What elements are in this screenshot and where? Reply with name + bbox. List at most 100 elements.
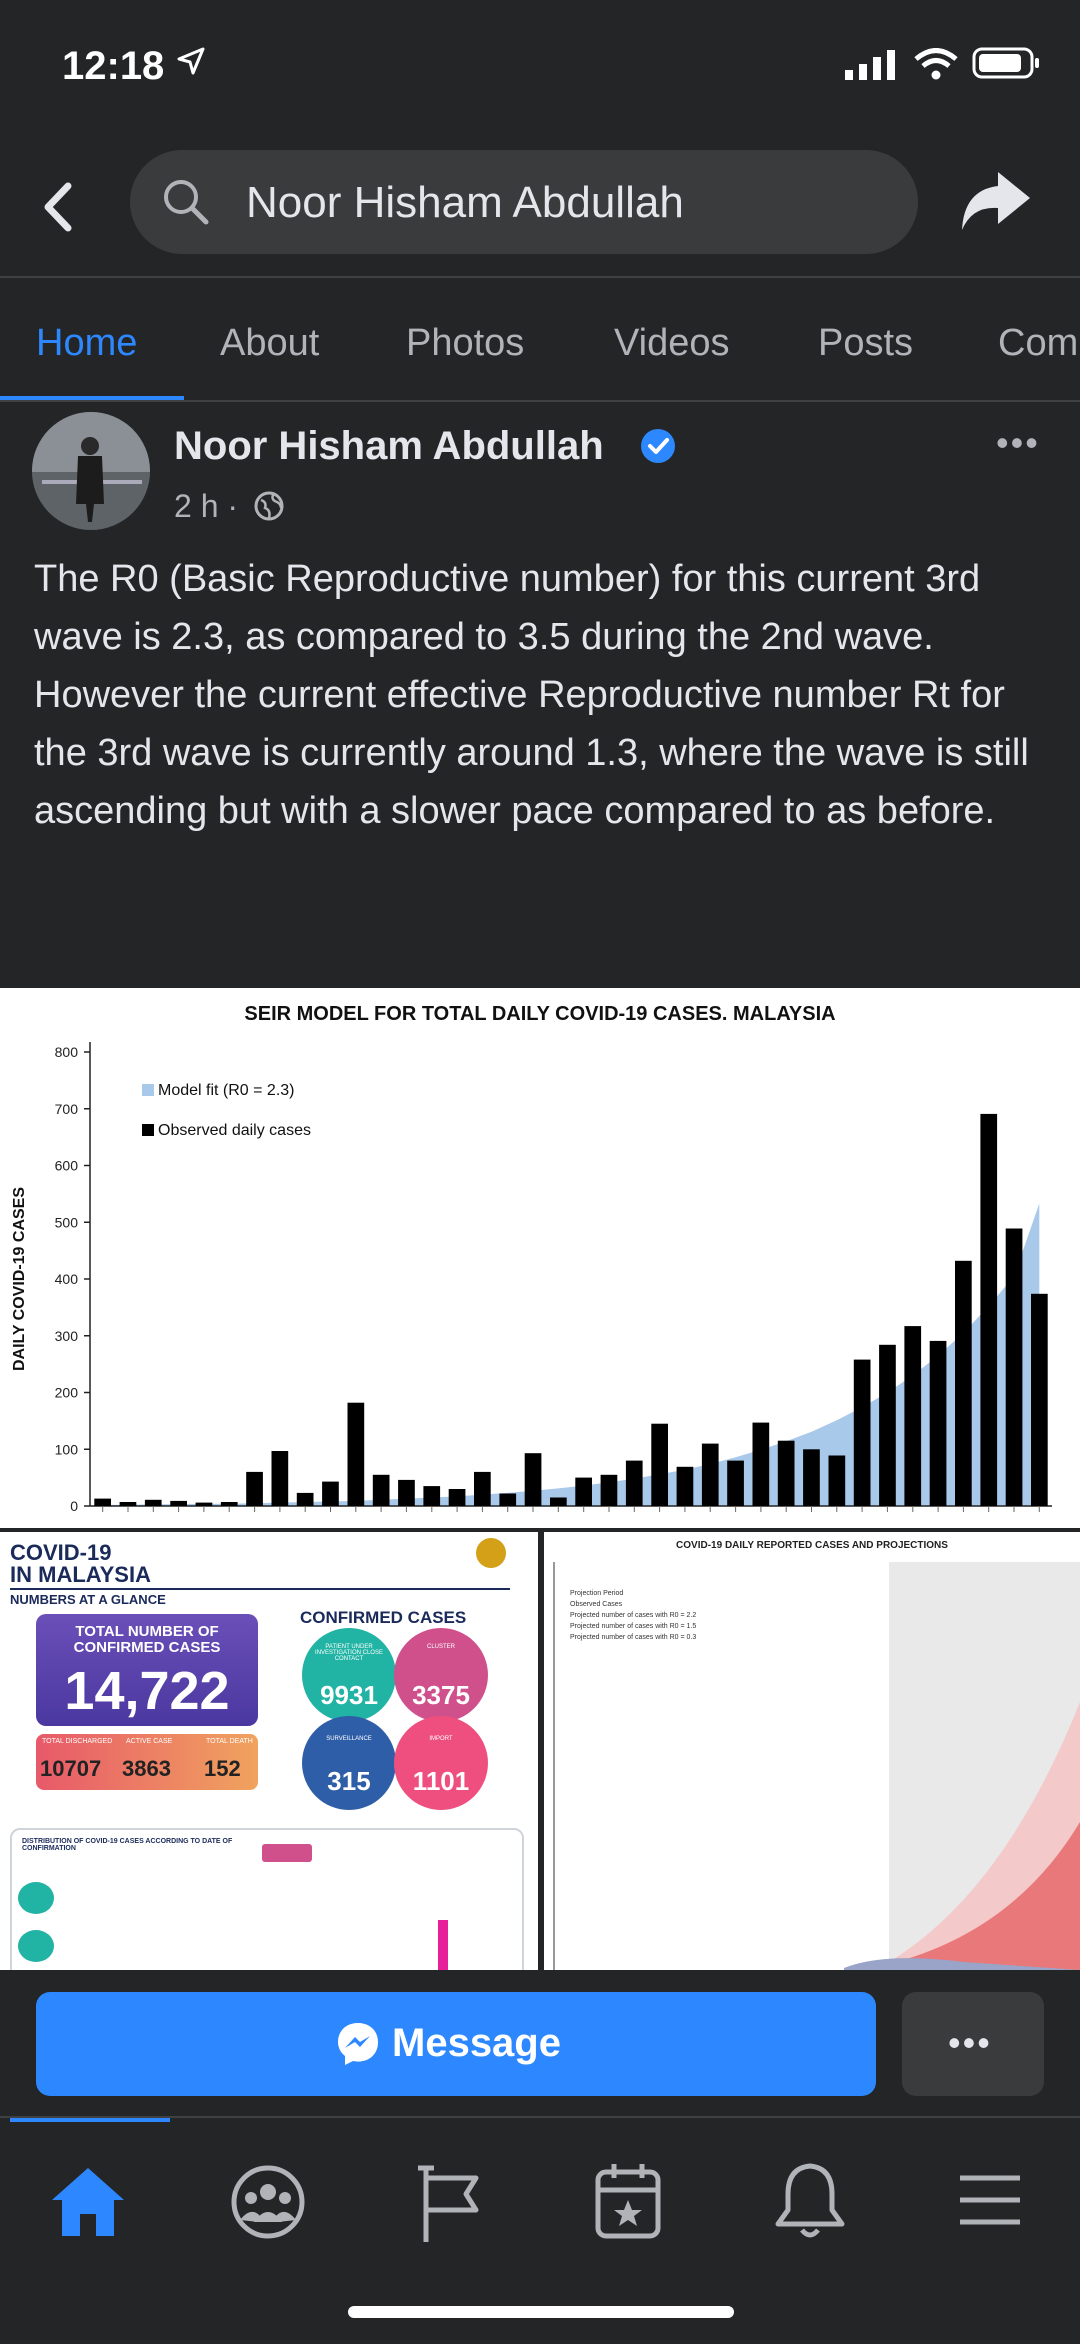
chart-bar [575, 1477, 592, 1506]
tab-photos[interactable]: Photos [406, 322, 525, 364]
chart-y-tick-label: 300 [55, 1328, 79, 1344]
chart-bar [195, 1502, 213, 1506]
message-button[interactable]: Message [36, 1992, 876, 2096]
chart-bar [524, 1453, 542, 1506]
photo-infographic[interactable]: COVID-19 IN MALAYSIA NUMBERS AT A GLANCE… [0, 1532, 538, 1970]
chart-bar [904, 1326, 922, 1506]
import-label: IMPORT [429, 1736, 453, 1742]
search-query: Noor Hisham Abdullah [246, 178, 684, 227]
tab-videos[interactable]: Videos [614, 322, 730, 364]
groups-icon[interactable] [218, 2150, 318, 2250]
confirmed-cases-header: CONFIRMED CASES [300, 1608, 467, 1627]
infographic-divider [10, 1588, 510, 1590]
status-time: 12:18 [62, 44, 165, 88]
chart-y-tick-label: 200 [55, 1385, 79, 1401]
surveillance-value: 315 [327, 1766, 371, 1796]
chart-bar [398, 1479, 415, 1506]
notifications-bell-icon[interactable] [760, 2150, 860, 2250]
pui-label: PATIENT UNDER INVESTIGATION CLOSE CONTAC… [315, 1644, 383, 1662]
status-icons [845, 46, 1042, 85]
message-button-label: Message [392, 2021, 561, 2065]
wifi-icon [913, 48, 958, 80]
page-tabs: Home About Photos Videos Posts Com [0, 300, 1080, 400]
projection-legend: Projection Period Observed Cases Project… [570, 1588, 696, 1643]
seir-chart: SEIR MODEL FOR TOTAL DAILY COVID-19 CASE… [11, 1003, 1052, 1514]
death-label: TOTAL DEATH [206, 1738, 253, 1745]
chart-y-tick-label: 800 [55, 1044, 79, 1060]
search-icon [164, 180, 209, 225]
projection-legend-item: Observed Cases [570, 1601, 623, 1608]
pages-flag-icon[interactable] [398, 2150, 498, 2250]
chart-bar [955, 1260, 972, 1506]
projection-legend-item: Projected number of cases with R0 = 2.2 [570, 1612, 697, 1619]
cluster-label: CLUSTER [426, 1644, 455, 1650]
post-time-text: 2 h · [174, 488, 239, 524]
chart-bar [727, 1460, 744, 1506]
distribution-bar [438, 1920, 448, 1970]
pui-value: 9931 [320, 1680, 378, 1710]
post-author[interactable]: Noor Hisham Abdullah [174, 424, 604, 468]
chart-bar [701, 1443, 719, 1506]
home-indicator [348, 2306, 734, 2318]
chart-y-tick-label: 600 [55, 1158, 79, 1174]
tab-home[interactable]: Home [36, 322, 138, 364]
post-text: The R0 (Basic Reproductive number) for t… [34, 558, 1029, 832]
share-icon[interactable] [958, 166, 1034, 236]
action-bar: Message ••• [0, 1970, 1080, 2120]
case-breakdown-card: TOTAL DISCHARGED 10707 ACTIVE CASE 3863 … [36, 1734, 258, 1790]
chart-bar [600, 1474, 618, 1506]
nav-active-indicator [10, 2118, 170, 2122]
chart-bar [94, 1498, 111, 1506]
chart-bar [448, 1489, 466, 1506]
distribution-dot-teal [18, 1882, 54, 1914]
menu-icon[interactable] [940, 2150, 1040, 2250]
total-cases-label: TOTAL NUMBER OF CONFIRMED CASES [73, 1623, 221, 1656]
chart-bar [777, 1440, 795, 1506]
tabs-divider [0, 400, 1080, 402]
active-tab-indicator [0, 396, 184, 400]
home-icon[interactable] [38, 2150, 138, 2250]
saved-icon[interactable] [578, 2150, 678, 2250]
chart-legend-swatch-observed [142, 1124, 154, 1136]
projection-chart [553, 1562, 1080, 1970]
death-value: 152 [204, 1756, 241, 1781]
projection-title: COVID-19 DAILY REPORTED CASES AND PROJEC… [676, 1540, 948, 1551]
chart-y-tick-label: 500 [55, 1214, 79, 1230]
chart-bar [625, 1460, 643, 1506]
chart-bar [296, 1492, 314, 1506]
photo-projections[interactable]: COVID-19 DAILY REPORTED CASES AND PROJEC… [544, 1532, 1080, 1970]
battery-icon [972, 47, 1039, 79]
tab-community[interactable]: Com [998, 322, 1079, 364]
post-options-button[interactable]: ••• [996, 422, 1040, 463]
active-value: 3863 [122, 1756, 171, 1781]
tab-about[interactable]: About [220, 322, 320, 364]
photo-seir-chart[interactable]: SEIR MODEL FOR TOTAL DAILY COVID-19 CASE… [0, 988, 1080, 1528]
chart-bar [246, 1471, 263, 1506]
chart-legend-observed: Observed daily cases [158, 1122, 311, 1139]
more-actions-button[interactable]: ••• [902, 1992, 1044, 2096]
chart-bar [144, 1499, 162, 1506]
search-input[interactable]: Noor Hisham Abdullah [130, 150, 918, 254]
chart-bar [803, 1449, 820, 1507]
search-header: Noor Hisham Abdullah [0, 140, 1080, 280]
avatar[interactable] [32, 412, 150, 530]
chart-bar [550, 1497, 567, 1506]
back-arrow-icon[interactable] [34, 172, 84, 242]
chart-bar [474, 1471, 491, 1506]
chart-bar [853, 1359, 871, 1506]
status-bar: 12:18 [0, 0, 1080, 140]
tab-posts[interactable]: Posts [818, 322, 914, 364]
ministry-crest [476, 1538, 506, 1568]
projection-legend-item: Projection Period [570, 1590, 624, 1597]
discharged-value: 10707 [40, 1756, 102, 1781]
chart-bar [119, 1502, 137, 1506]
cluster-value: 3375 [412, 1680, 470, 1710]
projection-legend-item: Projected number of cases with R0 = 0.3 [570, 1634, 697, 1641]
distribution-label-box [262, 1844, 312, 1862]
more-actions-label: ••• [948, 2022, 992, 2063]
chart-bar [220, 1502, 238, 1506]
chart-bar [651, 1423, 668, 1506]
chart-bar [752, 1422, 770, 1506]
chart-bar [879, 1344, 896, 1506]
infographic-title: COVID-19 IN MALAYSIA [10, 1542, 151, 1586]
